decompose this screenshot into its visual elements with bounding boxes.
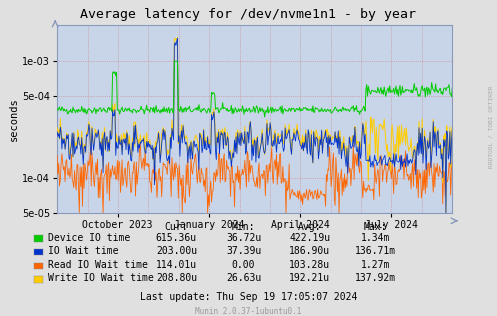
- Text: Device IO time: Device IO time: [48, 233, 130, 243]
- Text: Write IO Wait time: Write IO Wait time: [48, 273, 154, 283]
- Text: 422.19u: 422.19u: [289, 233, 330, 243]
- Text: Cur:: Cur:: [165, 222, 188, 233]
- Text: Read IO Wait time: Read IO Wait time: [48, 260, 148, 270]
- Text: 1.34m: 1.34m: [361, 233, 391, 243]
- Text: Avg:: Avg:: [298, 222, 322, 233]
- Text: Average latency for /dev/nvme1n1 - by year: Average latency for /dev/nvme1n1 - by ye…: [81, 8, 416, 21]
- Text: 136.71m: 136.71m: [355, 246, 396, 256]
- Text: 1.27m: 1.27m: [361, 260, 391, 270]
- Text: 114.01u: 114.01u: [156, 260, 197, 270]
- Text: 0.00: 0.00: [232, 260, 255, 270]
- Text: Munin 2.0.37-1ubuntu0.1: Munin 2.0.37-1ubuntu0.1: [195, 307, 302, 315]
- Text: 103.28u: 103.28u: [289, 260, 330, 270]
- Text: Last update: Thu Sep 19 17:05:07 2024: Last update: Thu Sep 19 17:05:07 2024: [140, 292, 357, 302]
- Text: 208.80u: 208.80u: [156, 273, 197, 283]
- Text: Max:: Max:: [364, 222, 388, 233]
- Text: 37.39u: 37.39u: [226, 246, 261, 256]
- Text: 137.92m: 137.92m: [355, 273, 396, 283]
- Text: RRDTOOL / TOBI OETIKER: RRDTOOL / TOBI OETIKER: [489, 85, 494, 168]
- Text: 203.00u: 203.00u: [156, 246, 197, 256]
- Y-axis label: seconds: seconds: [9, 97, 19, 141]
- Text: 36.72u: 36.72u: [226, 233, 261, 243]
- Text: Min:: Min:: [232, 222, 255, 233]
- Text: 186.90u: 186.90u: [289, 246, 330, 256]
- Text: 192.21u: 192.21u: [289, 273, 330, 283]
- Text: 26.63u: 26.63u: [226, 273, 261, 283]
- Text: IO Wait time: IO Wait time: [48, 246, 118, 256]
- Text: 615.36u: 615.36u: [156, 233, 197, 243]
